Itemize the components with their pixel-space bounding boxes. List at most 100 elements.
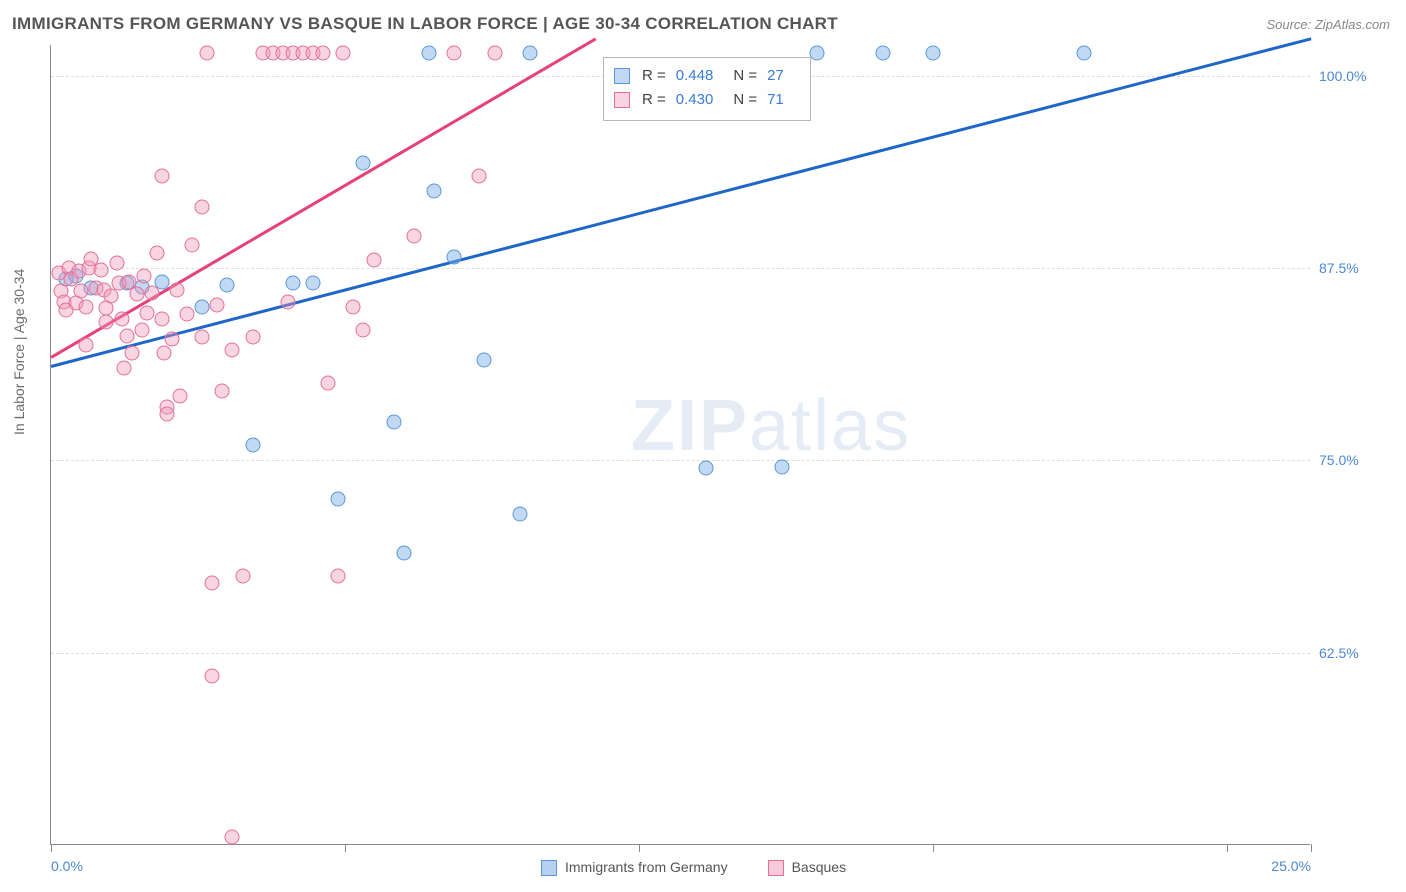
scatter-point <box>356 322 371 337</box>
scatter-point <box>154 311 169 326</box>
scatter-point <box>220 278 235 293</box>
stats-n-label: N = <box>733 64 757 88</box>
series-swatch <box>614 68 630 84</box>
legend-swatch <box>768 860 784 876</box>
scatter-point <box>875 45 890 60</box>
chart-header: IMMIGRANTS FROM GERMANY VS BASQUE IN LAB… <box>12 14 1390 34</box>
stats-box: R = 0.448 N = 27 R = 0.430 N = 71 <box>603 57 811 121</box>
scatter-plot: ZIPatlas In Labor Force | Age 30-34 100.… <box>50 45 1310 845</box>
scatter-point <box>285 276 300 291</box>
stats-r-label: R = <box>642 64 666 88</box>
y-tick-label: 75.0% <box>1319 452 1359 468</box>
scatter-point <box>225 342 240 357</box>
scatter-point <box>225 830 240 845</box>
x-tick-mark <box>345 844 346 852</box>
stats-r-value: 0.430 <box>676 88 714 112</box>
scatter-point <box>124 345 139 360</box>
scatter-point <box>109 256 124 271</box>
scatter-point <box>154 168 169 183</box>
scatter-point <box>477 353 492 368</box>
series-swatch <box>614 92 630 108</box>
scatter-point <box>512 507 527 522</box>
scatter-point <box>79 299 94 314</box>
scatter-point <box>117 361 132 376</box>
scatter-point <box>195 299 210 314</box>
gridline-horizontal <box>51 460 1310 461</box>
stats-n-value: 71 <box>767 88 784 112</box>
scatter-point <box>159 407 174 422</box>
stats-row: R = 0.430 N = 71 <box>614 88 796 112</box>
legend-label: Basques <box>792 859 846 875</box>
watermark: ZIPatlas <box>631 385 911 467</box>
scatter-point <box>137 268 152 283</box>
stats-row: R = 0.448 N = 27 <box>614 64 796 88</box>
y-axis-label: In Labor Force | Age 30-34 <box>11 269 27 435</box>
scatter-point <box>386 414 401 429</box>
scatter-point <box>79 338 94 353</box>
legend-swatch <box>541 860 557 876</box>
scatter-point <box>172 388 187 403</box>
scatter-point <box>810 45 825 60</box>
scatter-point <box>447 45 462 60</box>
scatter-point <box>366 253 381 268</box>
scatter-point <box>447 250 462 265</box>
stats-n-value: 27 <box>767 64 784 88</box>
scatter-point <box>336 45 351 60</box>
scatter-point <box>134 322 149 337</box>
scatter-point <box>210 298 225 313</box>
stats-r-label: R = <box>642 88 666 112</box>
stats-r-value: 0.448 <box>676 64 714 88</box>
scatter-point <box>164 331 179 346</box>
scatter-point <box>245 330 260 345</box>
scatter-point <box>422 45 437 60</box>
scatter-point <box>321 376 336 391</box>
x-tick-label: 25.0% <box>1271 858 1311 874</box>
scatter-point <box>74 284 89 299</box>
scatter-point <box>406 228 421 243</box>
scatter-point <box>99 314 114 329</box>
chart-legend: Immigrants from GermanyBasques <box>541 859 846 876</box>
scatter-point <box>94 262 109 277</box>
scatter-point <box>280 294 295 309</box>
y-tick-label: 62.5% <box>1319 645 1359 661</box>
scatter-point <box>245 438 260 453</box>
scatter-point <box>180 307 195 322</box>
scatter-point <box>487 45 502 60</box>
scatter-point <box>331 568 346 583</box>
scatter-point <box>1077 45 1092 60</box>
scatter-point <box>205 668 220 683</box>
gridline-horizontal <box>51 268 1310 269</box>
x-tick-mark <box>639 844 640 852</box>
scatter-point <box>149 245 164 260</box>
scatter-point <box>200 45 215 60</box>
scatter-point <box>396 545 411 560</box>
scatter-point <box>522 45 537 60</box>
scatter-point <box>144 285 159 300</box>
scatter-point <box>331 491 346 506</box>
stats-n-label: N = <box>733 88 757 112</box>
x-tick-mark <box>1311 844 1312 852</box>
scatter-point <box>157 345 172 360</box>
x-tick-label: 0.0% <box>51 858 83 874</box>
scatter-point <box>774 459 789 474</box>
scatter-point <box>699 461 714 476</box>
scatter-point <box>316 45 331 60</box>
scatter-point <box>926 45 941 60</box>
scatter-point <box>427 184 442 199</box>
x-tick-mark <box>51 844 52 852</box>
scatter-point <box>114 311 129 326</box>
chart-area: ZIPatlas In Labor Force | Age 30-34 100.… <box>50 45 1370 845</box>
scatter-point <box>205 576 220 591</box>
scatter-point <box>195 330 210 345</box>
scatter-point <box>185 238 200 253</box>
scatter-point <box>356 156 371 171</box>
chart-title: IMMIGRANTS FROM GERMANY VS BASQUE IN LAB… <box>12 14 838 34</box>
x-tick-mark <box>1227 844 1228 852</box>
scatter-point <box>170 282 185 297</box>
scatter-point <box>139 305 154 320</box>
regression-line <box>50 37 596 358</box>
scatter-point <box>195 199 210 214</box>
legend-item: Basques <box>768 859 846 876</box>
scatter-point <box>346 299 361 314</box>
y-tick-label: 87.5% <box>1319 260 1359 276</box>
